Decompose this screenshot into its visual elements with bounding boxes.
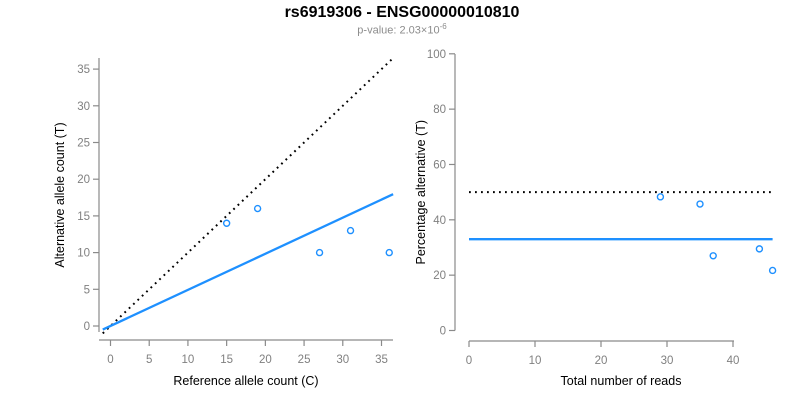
x-tick-label: 35 [375,354,388,366]
pvalue-text: p-value: 2.03×10 [357,24,440,37]
y-tick-label: 20 [433,270,446,282]
data-point [346,226,355,235]
fitted-proportion-line [102,193,394,331]
y-tick-label: 30 [77,101,90,113]
x-tick-label: 30 [661,355,674,367]
percentage-panel: 0 10 20 30 40 0 20 40 60 80 100 Total number of rea… [414,49,777,388]
y-tick-label: 25 [77,138,90,150]
figure-subtitle: p-value: 2.03×10-6 [0,22,800,37]
figure-title: rs6919306 - ENSG00000010810 [284,4,520,21]
x-tick-label: 10 [529,355,542,367]
y-tick-label: 0 [440,326,446,338]
y-tick-label: 20 [77,174,90,186]
data-point [755,245,764,253]
x-tick-label: 15 [220,354,233,366]
y-tick-label: 35 [77,64,90,76]
y-tick-label: 0 [84,321,90,333]
x-tick-label: 10 [182,354,195,366]
y-axis-title: Alternative allele count (T) [53,122,67,267]
data-point [315,248,324,257]
x-tick-label: 5 [146,354,152,366]
data-point [656,193,665,201]
x-tick-label: 0 [107,354,113,366]
x-tick-label: 0 [466,355,472,367]
x-tick-label: 25 [298,354,311,366]
x-tick-label: 20 [259,354,272,366]
x-tick-label: 30 [336,354,349,366]
data-point [222,219,231,227]
data-point [768,266,777,275]
x-axis-title: Total number of reads [561,374,682,388]
data-point [709,252,717,260]
y-tick-label: 100 [427,49,446,61]
y-tick-label: 40 [433,215,446,227]
y-tick-label: 80 [433,104,446,116]
y-tick-label: 5 [84,284,90,296]
x-tick-label: 20 [595,355,608,367]
x-axis-title: Reference allele count (C) [173,374,318,388]
y-tick-label: 10 [77,248,90,260]
allele-counts-panel: 0 5 10 15 20 25 30 35 0 5 10 15 20 25 30 35 Reference al… [53,57,394,388]
expected-50pct-identity-line [102,57,394,335]
x-tick-label: 40 [727,355,740,367]
data-point [253,204,262,213]
y-tick-label: 60 [433,159,446,171]
y-tick-label: 15 [77,211,90,223]
pvalue-exponent: -6 [439,22,447,31]
y-axis-title: Percentage alternative (T) [414,120,428,265]
data-point [385,248,393,257]
data-point [696,200,704,208]
